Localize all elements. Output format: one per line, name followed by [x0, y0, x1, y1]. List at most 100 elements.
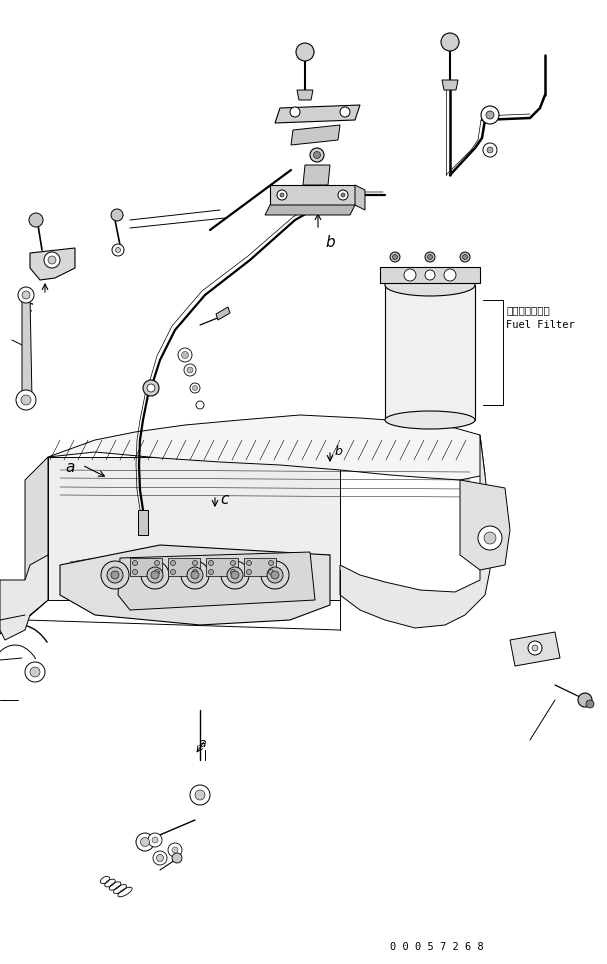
Circle shape — [143, 380, 159, 396]
Polygon shape — [340, 435, 490, 628]
Circle shape — [484, 532, 496, 544]
Circle shape — [192, 570, 197, 575]
Circle shape — [18, 287, 34, 303]
Circle shape — [112, 244, 124, 256]
Circle shape — [528, 641, 542, 655]
Circle shape — [16, 390, 36, 410]
Polygon shape — [48, 415, 485, 480]
Text: Fuel Filter: Fuel Filter — [506, 320, 575, 330]
Circle shape — [221, 561, 249, 589]
Ellipse shape — [385, 274, 475, 296]
Circle shape — [532, 645, 538, 651]
Polygon shape — [297, 90, 313, 100]
Circle shape — [136, 833, 154, 851]
Circle shape — [181, 561, 209, 589]
Circle shape — [140, 838, 149, 846]
Circle shape — [268, 570, 274, 575]
Bar — [130, 558, 162, 576]
Circle shape — [208, 570, 214, 575]
Circle shape — [191, 571, 199, 579]
Circle shape — [152, 837, 158, 843]
Circle shape — [231, 571, 239, 579]
Circle shape — [181, 352, 189, 359]
Circle shape — [48, 256, 56, 264]
Polygon shape — [48, 457, 340, 600]
Circle shape — [261, 561, 289, 589]
Circle shape — [151, 571, 159, 579]
Polygon shape — [460, 480, 510, 570]
Circle shape — [280, 193, 284, 197]
Polygon shape — [291, 125, 340, 145]
Circle shape — [172, 847, 178, 853]
Circle shape — [483, 143, 497, 157]
Circle shape — [30, 667, 40, 677]
Circle shape — [195, 790, 205, 800]
Circle shape — [178, 348, 192, 362]
Polygon shape — [22, 295, 32, 400]
Circle shape — [390, 252, 400, 262]
Circle shape — [155, 570, 160, 575]
Circle shape — [404, 269, 416, 281]
Polygon shape — [270, 185, 355, 205]
Circle shape — [444, 269, 456, 281]
Ellipse shape — [385, 411, 475, 429]
Circle shape — [168, 843, 182, 857]
Circle shape — [115, 248, 121, 253]
Circle shape — [340, 107, 350, 117]
Circle shape — [111, 571, 119, 579]
Circle shape — [393, 254, 398, 259]
Circle shape — [268, 560, 274, 566]
Circle shape — [187, 367, 193, 373]
Bar — [206, 558, 238, 576]
Circle shape — [107, 567, 123, 583]
Text: c: c — [24, 300, 32, 315]
Circle shape — [148, 833, 162, 847]
Circle shape — [132, 560, 138, 566]
Circle shape — [155, 560, 160, 566]
Circle shape — [22, 291, 30, 299]
Text: c: c — [220, 492, 228, 507]
Circle shape — [231, 560, 236, 566]
Text: b: b — [325, 235, 334, 250]
Polygon shape — [138, 510, 148, 535]
Circle shape — [208, 560, 214, 566]
Circle shape — [313, 151, 320, 158]
Circle shape — [586, 700, 594, 708]
Circle shape — [29, 213, 43, 227]
Circle shape — [231, 570, 236, 575]
Polygon shape — [265, 205, 355, 215]
Polygon shape — [0, 555, 48, 640]
Polygon shape — [442, 80, 458, 90]
Circle shape — [310, 148, 324, 162]
Circle shape — [425, 270, 435, 280]
Text: a: a — [65, 460, 75, 475]
Text: フェルフィルタ: フェルフィルタ — [506, 305, 550, 315]
Circle shape — [192, 386, 197, 390]
Bar — [244, 558, 276, 576]
Circle shape — [111, 209, 123, 221]
Circle shape — [425, 252, 435, 262]
Circle shape — [460, 252, 470, 262]
Circle shape — [246, 560, 251, 566]
Circle shape — [427, 254, 433, 259]
Text: b: b — [335, 445, 343, 458]
Circle shape — [478, 526, 502, 550]
Polygon shape — [60, 545, 330, 625]
Circle shape — [246, 570, 251, 575]
Circle shape — [21, 395, 31, 405]
Polygon shape — [118, 552, 315, 610]
Circle shape — [101, 561, 129, 589]
Circle shape — [25, 662, 45, 682]
Text: 0 0 0 5 7 2 6 8: 0 0 0 5 7 2 6 8 — [390, 942, 484, 952]
Circle shape — [227, 567, 243, 583]
Polygon shape — [385, 285, 475, 420]
Circle shape — [463, 254, 467, 259]
Circle shape — [296, 43, 314, 61]
Circle shape — [487, 147, 493, 153]
Circle shape — [481, 106, 499, 124]
Polygon shape — [303, 165, 330, 185]
Bar — [168, 558, 200, 576]
Polygon shape — [380, 267, 480, 283]
Circle shape — [271, 571, 279, 579]
Polygon shape — [510, 632, 560, 666]
